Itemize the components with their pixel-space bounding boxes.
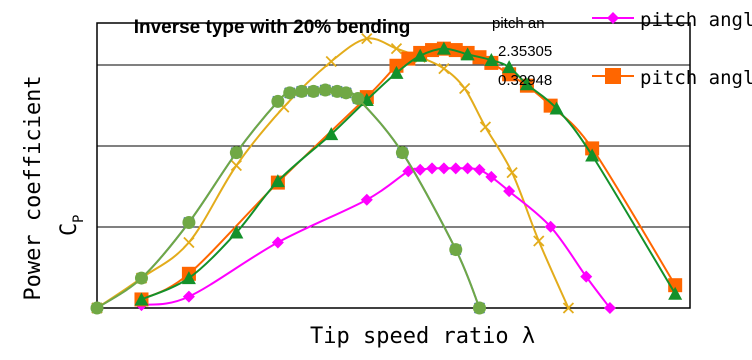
data-point	[414, 163, 427, 176]
data-point	[479, 121, 492, 133]
data-point	[90, 301, 104, 315]
data-point	[603, 302, 616, 314]
data-point	[461, 162, 474, 175]
diamond-marker-icon	[607, 12, 619, 24]
data-point	[182, 216, 196, 229]
data-point	[181, 271, 196, 285]
data-point	[459, 82, 471, 95]
legend: pitch angle=0 pitch angle=5	[592, 9, 752, 89]
data-point	[283, 86, 297, 100]
data-point	[183, 236, 195, 249]
data-point	[503, 185, 516, 198]
data-point	[306, 84, 320, 98]
data-point	[395, 146, 409, 160]
data-point	[449, 243, 463, 257]
legend-item-pitch-angle-5: pitch angle=5	[592, 67, 752, 89]
data-point	[360, 193, 373, 206]
data-point	[270, 174, 285, 188]
series-4	[134, 41, 683, 306]
data-point	[585, 148, 600, 162]
data-point	[339, 86, 353, 100]
data-point	[182, 290, 195, 303]
data-point	[361, 33, 373, 45]
data-point	[324, 127, 339, 141]
annotation-value: 2.35305	[498, 43, 552, 60]
data-point	[295, 84, 309, 98]
data-point	[668, 286, 683, 300]
data-point	[580, 270, 593, 283]
data-point	[519, 77, 534, 91]
data-point	[325, 55, 337, 68]
data-point	[506, 166, 518, 179]
data-point	[389, 65, 404, 79]
data-point	[134, 271, 148, 285]
series-5	[90, 83, 486, 315]
data-point	[502, 60, 517, 74]
series-line	[96, 88, 481, 309]
data-point	[437, 162, 450, 175]
x-axis-label: Tip speed ratio λ	[310, 324, 535, 349]
y-axis-title: Power coefficient	[21, 75, 46, 300]
data-point	[562, 302, 575, 314]
y-axis-label: Power coefficient C P	[21, 75, 87, 300]
x-axis-title: Tip speed ratio λ	[310, 324, 535, 349]
data-point	[359, 92, 374, 106]
series-layer	[90, 33, 683, 315]
data-point	[351, 92, 365, 106]
data-point	[460, 47, 475, 61]
data-point	[533, 235, 545, 247]
series-line	[96, 88, 481, 309]
series-2	[135, 162, 616, 314]
legend-label: pitch angle=5	[640, 67, 752, 89]
legend-item-pitch-angle-0: pitch angle=0	[592, 9, 752, 31]
plot-frame	[96, 22, 691, 309]
annotation-value: 0.32948	[498, 72, 552, 89]
annotation-box: pitch an 2.35305 0.32948	[492, 15, 552, 89]
data-point	[271, 236, 284, 249]
annotation-label: pitch an	[492, 15, 545, 32]
data-point	[436, 41, 451, 55]
legend-label: pitch angle=0	[640, 9, 752, 31]
data-point	[585, 141, 600, 156]
chart-title: Inverse type with 20% bending	[134, 17, 411, 38]
data-point	[413, 48, 428, 62]
data-point	[318, 83, 332, 97]
data-point	[544, 220, 557, 233]
data-point	[271, 94, 285, 108]
data-point	[229, 225, 244, 239]
y-axis-symbol-subscript: P	[71, 215, 87, 223]
data-point	[402, 165, 415, 178]
data-point	[426, 162, 439, 175]
data-point	[134, 292, 149, 306]
data-point	[390, 43, 403, 55]
data-point	[473, 163, 486, 176]
data-point	[229, 146, 243, 160]
data-point	[230, 159, 242, 172]
y-axis-symbol: C	[57, 223, 82, 236]
data-point	[484, 53, 499, 67]
data-point	[438, 62, 450, 75]
square-marker-icon	[605, 68, 621, 84]
data-point	[472, 301, 486, 315]
series-0	[91, 84, 486, 314]
data-point	[549, 101, 564, 115]
data-point	[449, 162, 462, 175]
data-point	[485, 170, 498, 183]
